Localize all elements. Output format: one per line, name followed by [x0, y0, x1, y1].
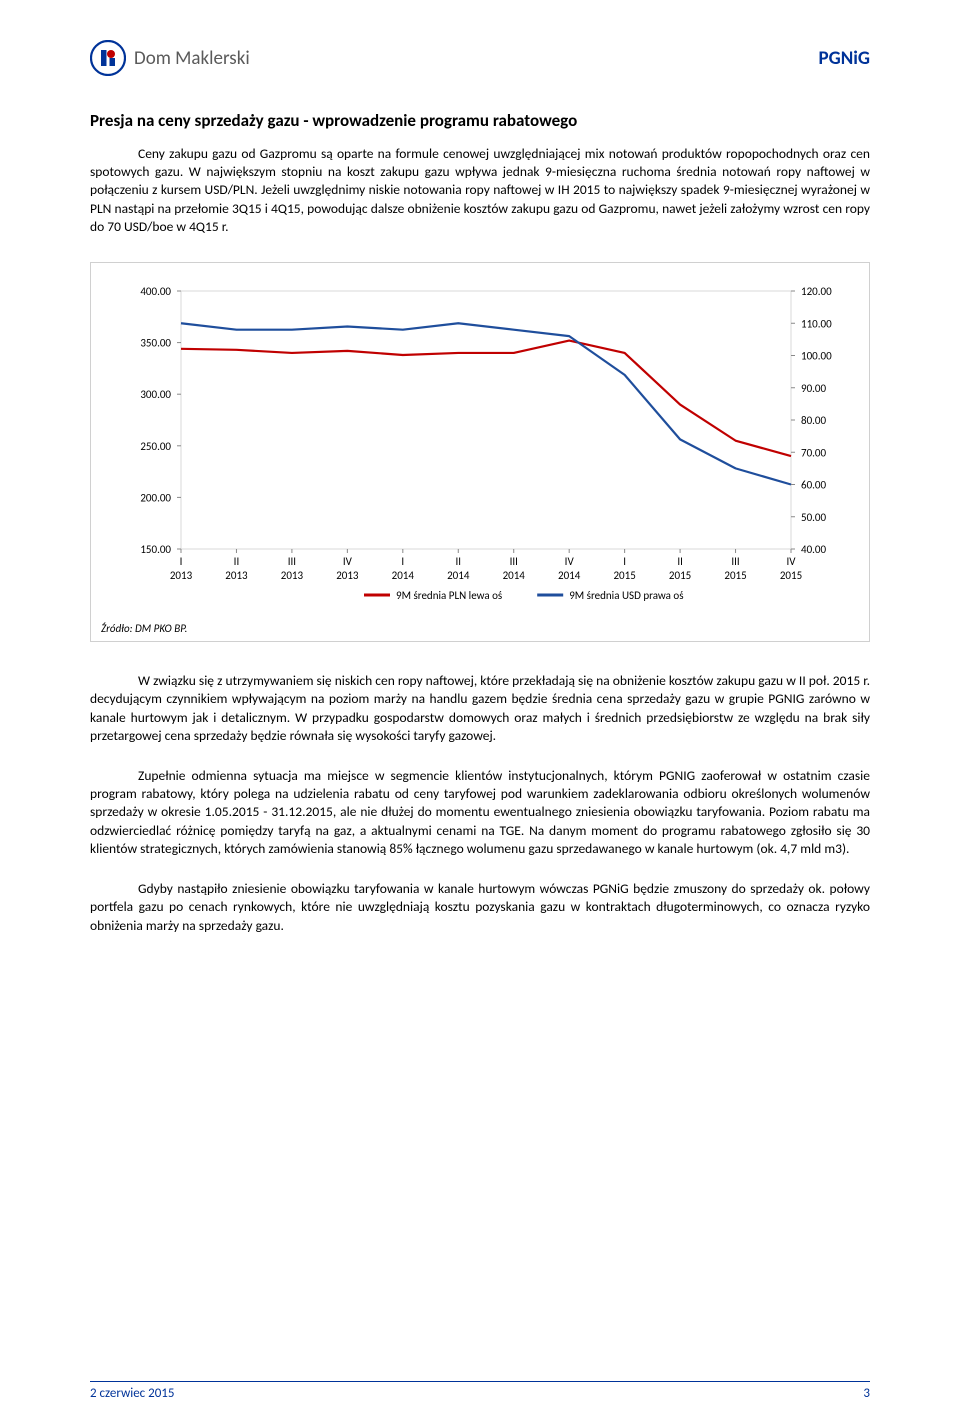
svg-text:40.00: 40.00	[801, 543, 827, 556]
svg-text:II: II	[677, 555, 683, 568]
footer-page-number: 3	[863, 1386, 870, 1401]
page-header: Dom Maklerski PGNiG	[90, 40, 870, 76]
svg-text:2013: 2013	[336, 569, 359, 582]
page: Dom Maklerski PGNiG Presja na ceny sprze…	[0, 0, 960, 1419]
line-chart: 150.00 200.00 250.00 300.00 350.00 400.00 40.0…	[101, 281, 861, 611]
svg-text:2014: 2014	[503, 569, 526, 582]
svg-text:IV: IV	[786, 555, 796, 568]
svg-text:2015: 2015	[780, 569, 802, 582]
svg-text:350.00: 350.00	[140, 337, 171, 350]
paragraph-1: Ceny zakupu gazu od Gazpromu są oparte n…	[90, 145, 870, 236]
svg-text:IV: IV	[565, 555, 575, 568]
company-ticker: PGNiG	[818, 47, 870, 70]
svg-text:80.00: 80.00	[801, 414, 827, 427]
chart-source: Źródło: DM PKO BP.	[101, 622, 859, 635]
page-footer: 2 czerwiec 2015 3	[90, 1381, 870, 1401]
paragraph-2: W związku się z utrzymywaniem się niskic…	[90, 672, 870, 745]
section-title: Presja na ceny sprzedaży gazu - wprowadz…	[90, 110, 870, 131]
bank-logo-icon	[90, 40, 126, 76]
svg-text:I: I	[623, 555, 626, 568]
svg-text:2015: 2015	[724, 569, 746, 582]
svg-text:2013: 2013	[170, 569, 193, 582]
svg-text:50.00: 50.00	[801, 511, 827, 524]
svg-text:2015: 2015	[613, 569, 635, 582]
svg-text:120.00: 120.00	[801, 285, 832, 298]
svg-text:90.00: 90.00	[801, 382, 827, 395]
svg-text:9M średnia USD prawa oś: 9M średnia USD prawa oś	[569, 589, 683, 602]
svg-text:400.00: 400.00	[140, 285, 171, 298]
footer-date: 2 czerwiec 2015	[90, 1386, 174, 1401]
svg-text:9M średnia PLN lewa oś: 9M średnia PLN lewa oś	[396, 589, 502, 602]
paragraph-3: Zupełnie odmienna sytuacja ma miejsce w …	[90, 767, 870, 858]
svg-text:2014: 2014	[558, 569, 581, 582]
svg-text:300.00: 300.00	[140, 388, 171, 401]
svg-text:150.00: 150.00	[140, 543, 171, 556]
svg-text:60.00: 60.00	[801, 479, 827, 492]
svg-text:I: I	[401, 555, 404, 568]
svg-text:III: III	[288, 555, 296, 568]
svg-text:100.00: 100.00	[801, 350, 832, 363]
svg-text:200.00: 200.00	[140, 491, 171, 504]
svg-text:III: III	[731, 555, 739, 568]
svg-text:2013: 2013	[281, 569, 304, 582]
svg-text:2015: 2015	[669, 569, 691, 582]
svg-text:250.00: 250.00	[140, 440, 171, 453]
svg-text:II: II	[234, 555, 240, 568]
svg-text:2014: 2014	[392, 569, 415, 582]
svg-text:I: I	[180, 555, 183, 568]
svg-text:II: II	[455, 555, 461, 568]
svg-text:2013: 2013	[225, 569, 248, 582]
svg-text:IV: IV	[343, 555, 353, 568]
svg-text:2014: 2014	[447, 569, 470, 582]
svg-text:70.00: 70.00	[801, 446, 827, 459]
svg-text:110.00: 110.00	[801, 317, 832, 330]
logo-text: Dom Maklerski	[134, 47, 250, 70]
svg-text:III: III	[510, 555, 518, 568]
logo-block: Dom Maklerski	[90, 40, 250, 76]
chart-container: 150.00 200.00 250.00 300.00 350.00 400.00 40.0…	[90, 262, 870, 642]
paragraph-4: Gdyby nastąpiło zniesienie obowiązku tar…	[90, 880, 870, 935]
